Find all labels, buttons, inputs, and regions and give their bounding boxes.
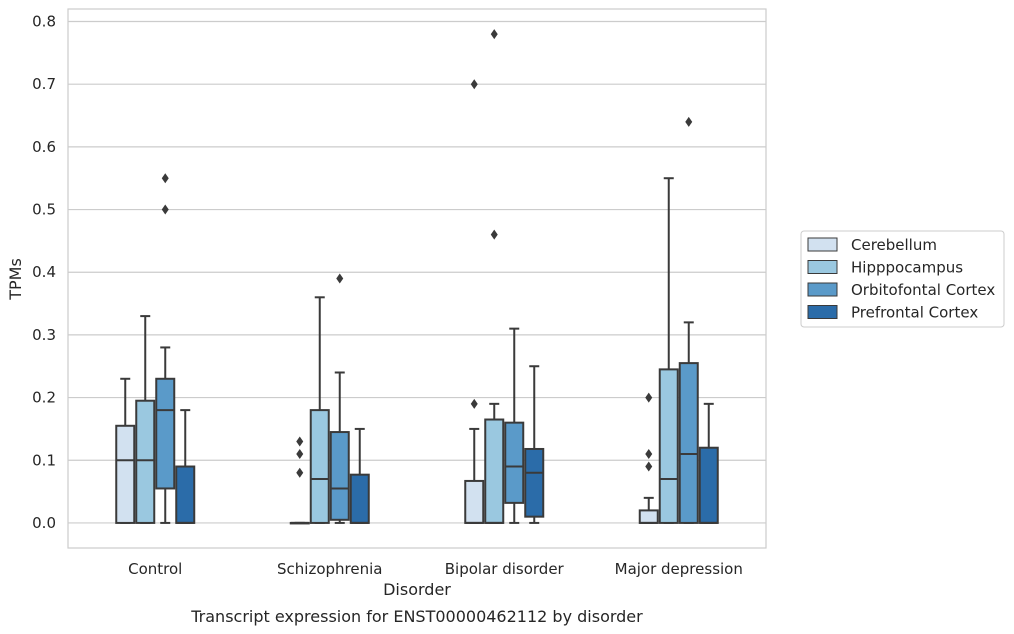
box-body — [484, 418, 505, 524]
y-axis-label: TPMs — [6, 258, 25, 301]
outlier-point — [296, 467, 304, 478]
legend-swatch — [807, 305, 838, 319]
outlier-point — [470, 398, 478, 409]
outlier-point — [645, 392, 653, 403]
x-tick-label: Bipolar disorder — [445, 560, 565, 578]
box-hipppocampus — [658, 177, 679, 524]
box-prefrontal-cortex — [698, 402, 719, 524]
box-cerebellum — [638, 392, 659, 524]
boxes — [115, 29, 719, 525]
legend-swatch — [807, 237, 838, 252]
legend-swatch — [807, 282, 838, 297]
y-tick-label: 0.3 — [32, 326, 56, 344]
box-body — [524, 447, 545, 518]
y-tick-labels: 0.0 0.1 0.2 0.3 0.4 0.5 0.6 0.7 0.8 — [32, 13, 56, 532]
outlier-point — [470, 79, 478, 90]
y-tick-label: 0.4 — [32, 263, 56, 281]
outlier-point — [161, 204, 169, 215]
box-orbitofontal-cortex — [155, 173, 176, 524]
y-tick-label: 0.6 — [32, 138, 56, 156]
legend-label: Cerebellum — [851, 236, 937, 254]
legend: Cerebellum Hipppocampus Orbitofontal Corte… — [800, 230, 1005, 328]
y-tick-label: 0.0 — [32, 514, 56, 532]
box-body — [155, 377, 176, 490]
x-tick-label: Schizophrenia — [277, 560, 382, 578]
outlier-point — [645, 461, 653, 472]
box-prefrontal-cortex — [524, 365, 545, 524]
outlier-point — [296, 436, 304, 447]
x-tick-label: Major depression — [615, 560, 743, 578]
plot-frame — [67, 8, 767, 549]
box-orbitofontal-cortex — [329, 273, 350, 524]
box-body — [135, 399, 156, 524]
box-body — [658, 368, 679, 524]
outlier-point — [296, 448, 304, 459]
y-tick-label: 0.5 — [32, 201, 56, 219]
box-hipppocampus — [484, 29, 505, 524]
box-body — [349, 473, 370, 524]
box-cerebellum — [464, 79, 485, 524]
box-body — [175, 465, 196, 524]
box-cerebellum — [289, 436, 310, 525]
box-body — [464, 479, 485, 524]
box-hipppocampus — [309, 296, 330, 524]
legend-frame — [800, 230, 1005, 328]
legend-label: Hipppocampus — [851, 259, 963, 277]
outlier-point — [490, 229, 498, 240]
box-orbitofontal-cortex — [504, 327, 525, 524]
x-axis-label: Disorder — [383, 580, 451, 599]
outlier-point — [685, 116, 693, 127]
box-body — [309, 409, 330, 524]
y-tick-label: 0.8 — [32, 13, 56, 31]
y-tick-label: 0.2 — [32, 389, 56, 407]
legend-label: Orbitofontal Cortex — [851, 281, 995, 299]
box-body — [638, 509, 659, 524]
x-tick-label: Control — [128, 560, 182, 578]
box-orbitofontal-cortex — [678, 116, 699, 524]
outlier-point — [645, 448, 653, 459]
box-prefrontal-cortex — [175, 409, 196, 524]
box-body — [115, 424, 136, 524]
chart-caption: Transcript expression for ENST0000046211… — [190, 607, 643, 626]
y-tick-label: 0.7 — [32, 75, 56, 93]
box-body — [504, 421, 525, 504]
legend-label: Prefrontal Cortex — [851, 304, 978, 322]
outlier-point — [490, 29, 498, 40]
box-hipppocampus — [135, 315, 156, 524]
box-prefrontal-cortex — [349, 427, 370, 524]
y-tick-label: 0.1 — [32, 451, 56, 469]
box-body — [329, 431, 350, 521]
legend-swatch — [807, 260, 838, 274]
box-cerebellum — [115, 377, 136, 524]
outlier-point — [161, 173, 169, 184]
box-body — [678, 362, 699, 524]
x-tick-labels: Control Schizophrenia Bipolar disorder Majo… — [128, 560, 743, 578]
box-body — [698, 446, 719, 524]
outlier-point — [336, 273, 344, 284]
